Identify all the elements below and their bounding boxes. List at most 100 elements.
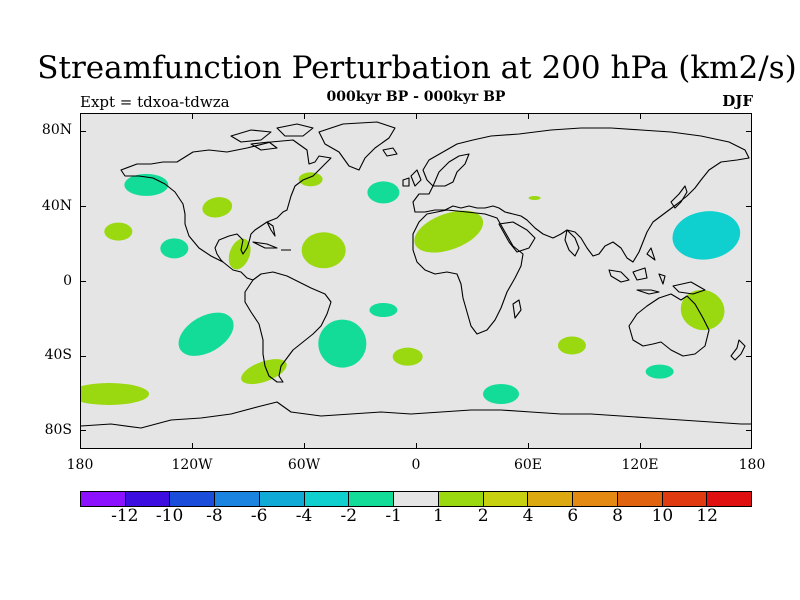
lon-tick (416, 443, 417, 449)
colorbar-label: -1 (385, 506, 402, 526)
anomaly-south-atlantic-negative (369, 303, 398, 317)
coast-new-guinea (672, 281, 706, 295)
anomaly-central-america-positive (228, 238, 251, 270)
colorbar-box (259, 492, 305, 506)
colorbar-box (662, 492, 708, 506)
lat-label-80n: 80N (41, 122, 72, 138)
colorbar-label: -6 (250, 506, 268, 526)
lat-tick (80, 430, 86, 431)
coast-new-zealand (730, 339, 746, 361)
colorbar-box (81, 492, 126, 506)
lon-label-60w: 60W (287, 457, 321, 473)
lon-tick (192, 443, 193, 449)
lon-tick (192, 113, 193, 119)
colorbar-label: 12 (696, 506, 719, 526)
coast-scandinavia (432, 153, 470, 187)
coast-south-america (244, 271, 332, 383)
colorbar-label: 2 (477, 506, 489, 526)
coast-japan (670, 185, 688, 209)
lat-tick (746, 430, 752, 431)
lon-tick (304, 113, 305, 119)
lon-tick (416, 113, 417, 119)
anomaly-layer (81, 172, 741, 405)
colorbar-label: -2 (340, 506, 358, 526)
coast-antarctica (81, 401, 751, 429)
coast-africa (412, 209, 524, 335)
chart-title: Streamfunction Perturbation at 200 hPa (… (37, 50, 797, 86)
anomaly-southern-ocean-positive (81, 383, 149, 405)
coast-central-america (222, 261, 254, 281)
map-panel (80, 113, 752, 449)
colorbar-label: -8 (206, 506, 223, 526)
colorbar-box (707, 492, 752, 506)
colorbar-box (483, 492, 529, 506)
colorbar (80, 491, 752, 507)
anomaly-north-atlantic-negative (367, 181, 400, 204)
lat-tick (80, 206, 86, 207)
map-svg (81, 121, 751, 429)
lat-label-40s: 40S (44, 347, 72, 363)
colorbar-box (349, 492, 395, 506)
lat-tick (80, 131, 86, 132)
coast-madagascar (512, 299, 522, 319)
coast-australia (628, 293, 710, 357)
colorbar-label: -4 (295, 506, 313, 526)
colorbar-box (304, 492, 350, 506)
colorbar-box (438, 492, 484, 506)
coast-florida (266, 221, 276, 237)
lon-label-180e: 180 (738, 457, 766, 473)
lat-tick (80, 356, 86, 357)
anomaly-middle-east-positive (528, 196, 541, 200)
colorbar-label: -10 (155, 506, 184, 526)
lon-label-180w: 180 (66, 457, 94, 473)
colorbar-box (617, 492, 663, 506)
colorbar-label: 4 (522, 506, 534, 526)
anomaly-east-pacific-negative (160, 238, 189, 259)
coast-arabia (498, 221, 536, 253)
lon-label-120w: 120W (171, 457, 213, 473)
coast-greenland (318, 121, 396, 171)
lon-tick (304, 443, 305, 449)
colorbar-label: 10 (651, 506, 674, 526)
lon-tick (528, 443, 529, 449)
lon-label-60e: 60E (513, 457, 543, 473)
colorbar-box (394, 492, 439, 506)
lat-label-40n: 40N (41, 198, 72, 214)
anomaly-south-africa-positive (392, 347, 423, 366)
coast-eurasia (412, 127, 750, 263)
anomaly-south-pacific-positive (241, 359, 287, 385)
lon-tick (640, 113, 641, 119)
anomaly-north-america-positive (202, 197, 233, 218)
lon-tick (528, 113, 529, 119)
colorbar-label: -12 (111, 506, 139, 526)
lat-tick (746, 206, 752, 207)
lat-tick (80, 281, 86, 282)
anomaly-south-america-negative (318, 319, 367, 368)
lon-tick (640, 443, 641, 449)
lat-label-80s: 80S (44, 422, 72, 438)
anomaly-tasman-negative (645, 364, 674, 379)
coast-arctic-islands (230, 123, 314, 151)
coast-iceland (382, 147, 398, 157)
anomaly-indian-ocean-negative (483, 384, 519, 404)
colorbar-box (573, 492, 618, 506)
coast-british-isles (402, 169, 422, 187)
lon-label-120e: 120E (621, 457, 659, 473)
colorbar-label: 6 (567, 506, 579, 526)
colorbar-label: 1 (432, 506, 444, 526)
lat-tick (746, 131, 752, 132)
colorbar-box (125, 492, 171, 506)
anomaly-core-northwest-pacific-negative (691, 224, 726, 250)
colorbar-box (215, 492, 260, 506)
season-label: DJF (722, 92, 753, 110)
lat-tick (746, 281, 752, 282)
anomaly-north-pacific-negative (124, 173, 169, 196)
experiment-label: Expt = tdxoa-tdwza (80, 93, 230, 111)
coastline-layer (81, 121, 751, 429)
lat-tick (746, 356, 752, 357)
lon-label-0: 0 (411, 457, 421, 473)
coast-maritime (608, 247, 666, 295)
coast-caribbean (252, 241, 291, 251)
anomaly-south-pacific-negative (178, 312, 234, 356)
colorbar-label: 8 (612, 506, 624, 526)
